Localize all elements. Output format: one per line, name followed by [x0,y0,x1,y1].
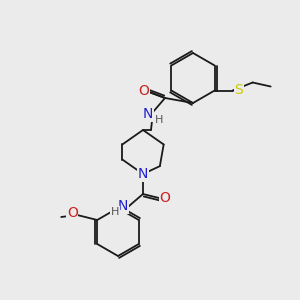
Text: O: O [160,191,170,205]
Text: H: H [155,115,163,125]
Text: H: H [111,207,119,217]
Text: N: N [143,107,153,121]
Text: O: O [139,84,149,98]
Text: O: O [67,206,78,220]
Text: N: N [118,199,128,213]
Text: N: N [138,167,148,181]
Text: S: S [234,83,243,98]
